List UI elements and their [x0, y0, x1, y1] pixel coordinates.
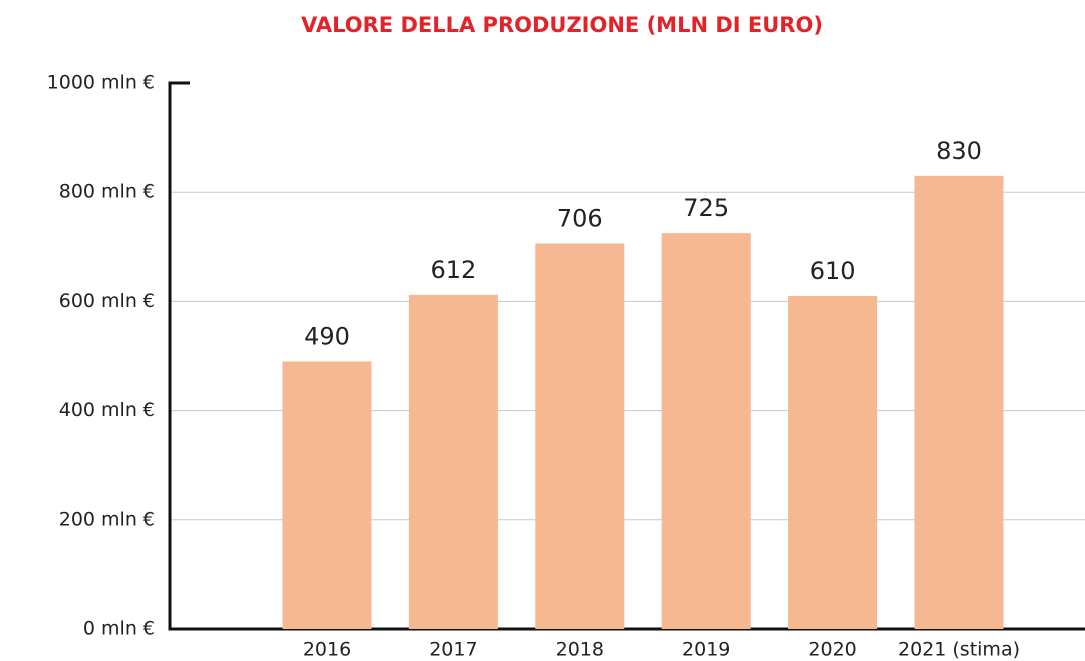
value-label: 612	[430, 256, 476, 284]
bar	[914, 175, 1004, 629]
value-label: 706	[557, 205, 603, 233]
value-label: 610	[810, 257, 856, 285]
x-tick-label: 2019	[682, 639, 730, 661]
value-label: 830	[936, 137, 982, 165]
x-tick-label: 2018	[556, 639, 604, 661]
bar	[282, 361, 372, 629]
x-tick-label: 2021 (stima)	[898, 639, 1020, 661]
chart-title: VALORE DELLA PRODUZIONE (MLN DI EURO)	[301, 13, 823, 37]
y-tick-label: 0 mln €	[83, 618, 155, 640]
y-tick-label: 600 mln €	[59, 290, 155, 312]
x-tick-label: 2017	[429, 639, 477, 661]
value-label: 725	[683, 194, 729, 222]
x-tick-label: 2016	[303, 639, 351, 661]
bar	[408, 294, 498, 629]
y-tick-label: 1000 mln €	[47, 72, 155, 94]
value-label: 490	[304, 322, 350, 350]
y-tick-label: 800 mln €	[59, 181, 155, 203]
x-tick-label: 2020	[808, 639, 856, 661]
bar	[661, 233, 751, 629]
y-tick-label: 400 mln €	[59, 399, 155, 421]
y-tick-label: 200 mln €	[59, 508, 155, 530]
bar	[535, 243, 625, 630]
bar	[788, 295, 878, 629]
